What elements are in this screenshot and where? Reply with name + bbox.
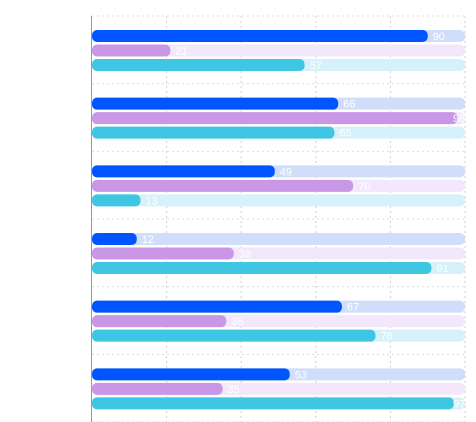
data-label: 12	[142, 234, 154, 246]
data-label: 57	[310, 60, 322, 72]
bars	[92, 30, 458, 410]
bar-track	[92, 194, 465, 207]
data-label: 65	[339, 128, 351, 140]
value-labels: 90 66 49 12 67 53 21 98 70 38 36 35 57 65 13 91 76 97	[142, 31, 465, 410]
bar	[92, 30, 428, 42]
bar	[92, 247, 234, 260]
bar	[92, 262, 432, 274]
data-label: 97	[453, 398, 465, 410]
bar	[92, 329, 376, 342]
bar-tracks	[92, 30, 465, 410]
bar	[92, 97, 339, 110]
data-label: 49	[280, 166, 292, 178]
gridlines	[92, 15, 466, 422]
bar	[92, 315, 227, 328]
data-label: 98	[453, 113, 465, 125]
data-label: 53	[295, 369, 307, 381]
bar-track	[92, 233, 465, 245]
data-label: 76	[380, 331, 392, 343]
data-label: 36	[231, 316, 243, 328]
data-label: 21	[175, 46, 187, 58]
data-label: 67	[347, 302, 359, 314]
bar	[92, 382, 223, 395]
bar	[92, 179, 354, 192]
bar	[92, 44, 171, 57]
bar-track	[92, 44, 465, 57]
data-label: 90	[433, 31, 445, 43]
bar	[92, 165, 275, 178]
data-label: 66	[343, 99, 355, 111]
bar	[92, 194, 141, 207]
data-label: 13	[145, 195, 157, 207]
bar	[92, 59, 305, 71]
bar	[92, 112, 458, 125]
data-label: 38	[239, 249, 251, 261]
bar	[92, 233, 137, 245]
data-label: 35	[228, 384, 240, 396]
data-label: 91	[436, 263, 448, 275]
bar	[92, 126, 335, 139]
bar	[92, 300, 342, 313]
bar	[92, 368, 290, 381]
bar	[92, 397, 454, 410]
data-label: 70	[358, 181, 370, 193]
